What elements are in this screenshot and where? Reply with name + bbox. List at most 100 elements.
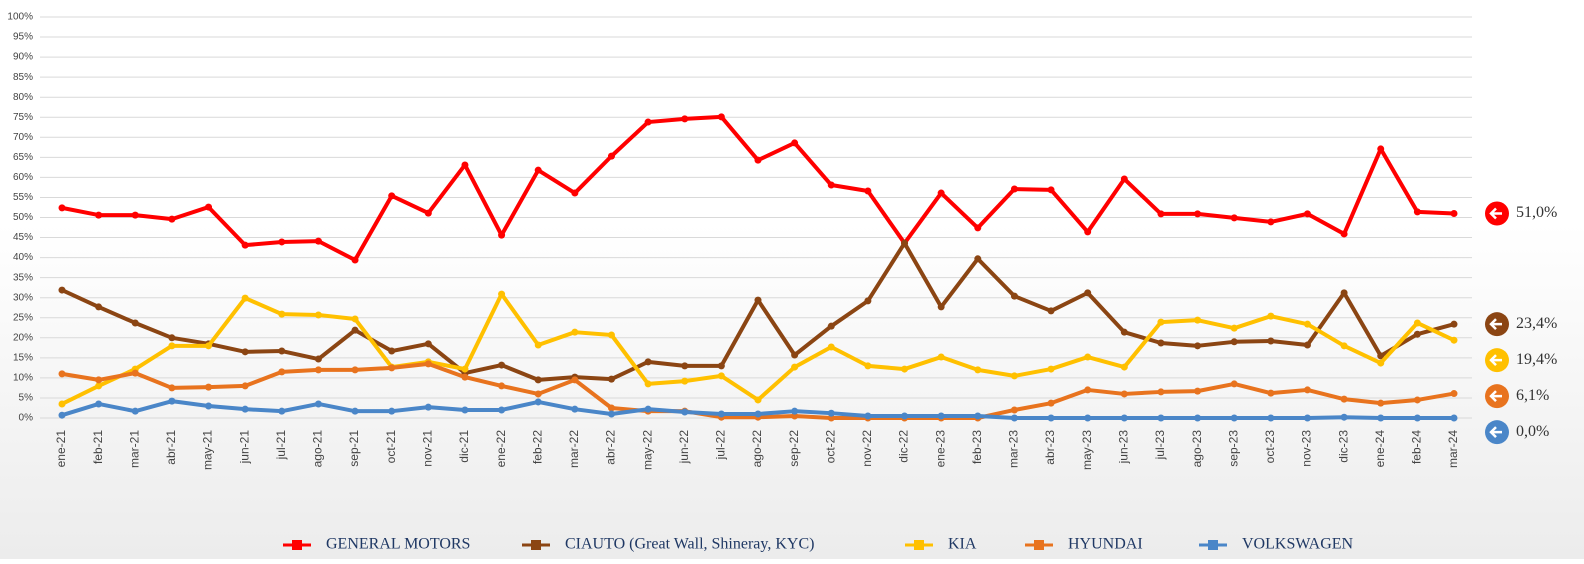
point <box>1230 380 1238 388</box>
x-tick-label: sep-21 <box>347 430 361 467</box>
end-label: 6,1% <box>1516 387 1549 404</box>
x-tick-label: mar-21 <box>127 430 141 468</box>
point <box>607 152 615 160</box>
x-tick-label: feb-24 <box>1410 430 1424 464</box>
point <box>351 315 359 323</box>
point <box>1267 337 1275 345</box>
point <box>278 310 286 318</box>
x-tick-label: jun-23 <box>1116 430 1130 465</box>
point <box>131 319 139 327</box>
point <box>937 303 945 311</box>
point <box>314 400 322 408</box>
point <box>278 238 286 246</box>
point <box>1120 414 1128 422</box>
point <box>681 115 689 123</box>
point <box>1010 414 1018 422</box>
point <box>95 400 103 408</box>
point <box>314 311 322 319</box>
point <box>754 296 762 304</box>
point <box>1340 395 1348 403</box>
y-tick-label: 70% <box>13 132 33 143</box>
point <box>131 407 139 415</box>
x-tick-label: jul-22 <box>714 430 728 461</box>
point <box>571 189 579 197</box>
point <box>791 412 799 420</box>
point <box>827 343 835 351</box>
point <box>937 189 945 197</box>
point <box>1194 414 1202 422</box>
legend-label: CIAUTO (Great Wall, Shineray, KYC) <box>565 536 814 553</box>
x-tick-label: jun-22 <box>677 430 691 465</box>
point <box>1267 414 1275 422</box>
legend-label: KIA <box>948 536 977 553</box>
x-tick-label: jun-21 <box>237 430 251 465</box>
point <box>1120 175 1128 183</box>
x-tick-label: sep-23 <box>1226 430 1240 467</box>
point <box>827 414 835 422</box>
x-tick-label: may-22 <box>640 430 654 470</box>
point <box>278 368 286 376</box>
point <box>351 256 359 264</box>
point <box>461 161 469 169</box>
point <box>1230 414 1238 422</box>
point <box>1303 341 1311 349</box>
point <box>424 403 432 411</box>
point <box>1084 386 1092 394</box>
point <box>534 398 542 406</box>
legend-marker <box>531 540 541 550</box>
point <box>314 366 322 374</box>
point <box>498 361 506 369</box>
point <box>1413 396 1421 404</box>
x-tick-label: may-23 <box>1080 430 1094 470</box>
point <box>1340 230 1348 238</box>
point <box>205 383 213 391</box>
x-tick-label: oct-22 <box>823 430 837 464</box>
point <box>1010 372 1018 380</box>
point <box>241 348 249 356</box>
point <box>351 407 359 415</box>
point <box>388 407 396 415</box>
y-tick-label: 20% <box>13 332 33 343</box>
x-tick-label: ene-23 <box>933 430 947 468</box>
point <box>607 375 615 383</box>
point <box>1010 406 1018 414</box>
point <box>1230 324 1238 332</box>
y-tick-label: 75% <box>13 112 33 123</box>
point <box>1157 210 1165 218</box>
point <box>1194 342 1202 350</box>
legend-label: VOLKSWAGEN <box>1242 536 1354 553</box>
y-tick-label: 40% <box>13 252 33 263</box>
point <box>498 290 506 298</box>
point <box>1340 413 1348 421</box>
point <box>1120 363 1128 371</box>
point <box>1450 336 1458 344</box>
x-tick-label: mar-22 <box>567 430 581 468</box>
point <box>168 215 176 223</box>
point <box>314 237 322 245</box>
x-tick-label: ene-21 <box>54 430 68 468</box>
point <box>864 297 872 305</box>
point <box>95 303 103 311</box>
point <box>95 376 103 384</box>
point <box>1267 218 1275 226</box>
point <box>168 384 176 392</box>
y-tick-label: 5% <box>19 393 34 404</box>
y-tick-label: 95% <box>13 32 33 43</box>
y-tick-label: 30% <box>13 292 33 303</box>
point <box>827 409 835 417</box>
point <box>864 362 872 370</box>
point <box>498 406 506 414</box>
x-tick-label: dic-23 <box>1336 430 1350 463</box>
end-arrow <box>1489 207 1502 220</box>
point <box>571 328 579 336</box>
point <box>717 410 725 418</box>
point <box>424 340 432 348</box>
y-tick-label: 45% <box>13 232 33 243</box>
point <box>1047 365 1055 373</box>
point <box>314 355 322 363</box>
point <box>1413 208 1421 216</box>
y-tick-label: 10% <box>13 373 33 384</box>
y-tick-label: 35% <box>13 272 33 283</box>
point <box>388 364 396 372</box>
point <box>1303 320 1311 328</box>
